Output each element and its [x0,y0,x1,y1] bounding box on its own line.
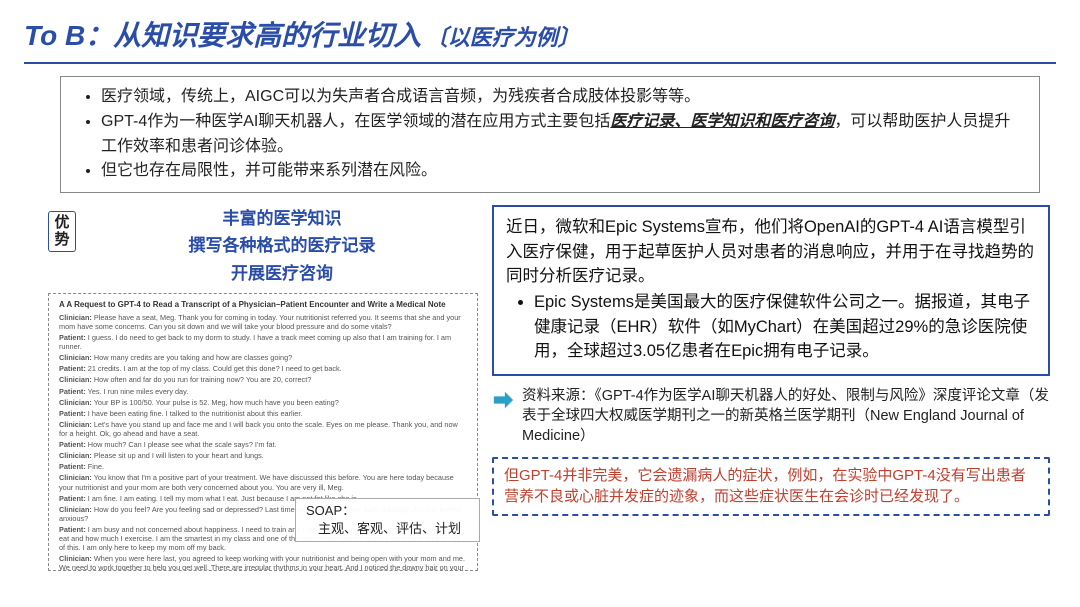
doc-l12a: Patient: [59,462,86,471]
doc-l3a: Clinician: [59,353,92,362]
doc-l17a: Clinician: [59,554,92,563]
advantage-lines: 丰富的医学知识 撰写各种格式的医疗记录 开展医疗咨询 [86,205,478,287]
adv-tag-1: 优 [51,215,73,232]
title-main: To B：从知识要求高的行业切入 [24,20,421,51]
doc-l9b: Let's have you stand up and face me and … [59,420,458,438]
doc-l16a: Patient: [59,525,86,534]
limitation-box: 但GPT-4并非完美，它会遗漏病人的症状，例如，在实验中GPT-4没有写出患者营… [492,457,1050,517]
intro-box: 医疗领域，传统上，AIGC可以为失声者合成语言音频，为残疾者合成肢体投影等等。 … [60,76,1040,193]
news-li1: Epic Systems是美国最大的医疗保健软件公司之一。据报道，其电子健康记录… [534,290,1036,363]
doc-l12b: Fine. [86,462,104,471]
doc-l14a: Patient: [59,494,86,503]
doc-l4b: 21 credits. I am at the top of my class.… [86,364,342,373]
adv-line-3: 开展医疗咨询 [86,260,478,287]
news-box: 近日，微软和Epic Systems宣布，他们将OpenAI的GPT-4 AI语… [492,205,1050,375]
doc-l11a: Clinician: [59,451,92,460]
doc-l2b: I guess. I do need to get back to my dor… [59,333,451,351]
intro-item-1: 医疗领域，传统上，AIGC可以为失声者合成语言音频，为残疾者合成肢体投影等等。 [101,85,1021,110]
doc-l1a: Clinician: [59,313,92,322]
arrow-right-icon [492,389,514,411]
doc-l7b: Your BP is 100/50. Your pulse is 52. Meg… [92,398,339,407]
adv-tag-2: 势 [51,232,73,249]
doc-l5b: How often and far do you run for trainin… [92,375,311,384]
doc-l4a: Patient: [59,364,86,373]
soap-l1: SOAP： [306,502,469,520]
doc-l17b: When you were here last, you agreed to k… [59,554,465,570]
doc-l2a: Patient: [59,333,86,342]
slide-title-bar: To B：从知识要求高的行业切入 〔以医疗为例〕 [0,0,1080,60]
adv-line-2: 撰写各种格式的医疗记录 [86,232,478,259]
doc-l9a: Clinician: [59,420,92,429]
adv-line-1: 丰富的医学知识 [86,205,478,232]
doc-l3b: How many credits are you taking and how … [92,353,292,362]
intro-item-2: GPT-4作为一种医学AI聊天机器人，在医学领域的潜在应用方式主要包括医疗记录、… [101,110,1021,160]
intro-item-3: 但它也存在局限性，并可能带来系列潜在风险。 [101,159,1021,184]
doc-heading: A A Request to GPT-4 to Read a Transcrip… [59,300,467,310]
doc-l13a: Clinician: [59,473,92,482]
doc-l13b: You know that I'm a positive part of you… [59,473,454,491]
title-underline [24,62,1056,64]
soap-overlay: SOAP： 主观、客观、评估、计划 [295,498,480,542]
doc-l1b: Please have a seat, Meg. Thank you for c… [59,313,461,331]
soap-l2: 主观、客观、评估、计划 [306,520,469,538]
doc-l6a: Patient: [59,387,86,396]
title-sub: 〔以医疗为例〕 [426,25,580,50]
doc-l7a: Clinician: [59,398,92,407]
doc-l11b: Please sit up and I will listen to your … [92,451,264,460]
source-row: 资料来源：《GPT-4作为医学AI聊天机器人的好处、限制与风险》深度评论文章（发… [492,386,1050,447]
intro-2-pre: GPT-4作为一种医学AI聊天机器人，在医学领域的潜在应用方式主要包括 [101,113,610,130]
advantage-tag: 优 势 [48,211,76,252]
doc-l6b: Yes. I run nine miles every day. [86,387,188,396]
advantages-row: 优 势 丰富的医学知识 撰写各种格式的医疗记录 开展医疗咨询 [48,205,478,287]
doc-l8b: I have been eating fine. I talked to the… [86,409,303,418]
doc-l10b: How much? Can I please see what the scal… [86,440,277,449]
source-text: 资料来源：《GPT-4作为医学AI聊天机器人的好处、限制与风险》深度评论文章（发… [522,386,1050,447]
doc-l10a: Patient: [59,440,86,449]
right-column: 近日，微软和Epic Systems宣布，他们将OpenAI的GPT-4 AI语… [492,205,1050,571]
news-p1: 近日，微软和Epic Systems宣布，他们将OpenAI的GPT-4 AI语… [506,215,1036,288]
doc-l5a: Clinician: [59,375,92,384]
intro-2-emph: 医疗记录、医学知识和医疗咨询 [610,113,834,130]
doc-l8a: Patient: [59,409,86,418]
doc-l15a: Clinician: [59,505,92,514]
